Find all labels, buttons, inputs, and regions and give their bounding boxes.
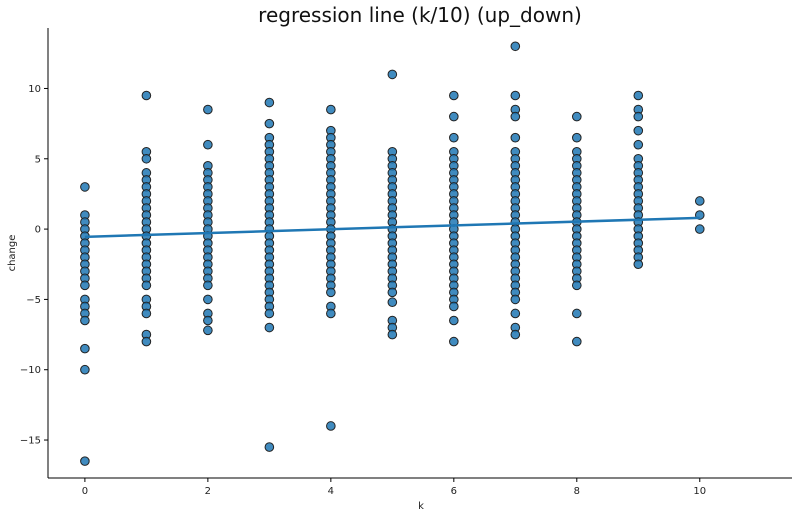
scatter-point (264, 97, 275, 108)
scatter-point (571, 111, 582, 122)
scatter-point (264, 118, 275, 129)
scatter-point (633, 139, 644, 150)
scatter-point (510, 41, 521, 52)
scatter-point (387, 329, 398, 340)
y-tick-label: −10 (20, 365, 41, 376)
scatter-point (203, 294, 213, 305)
scatter-point (203, 139, 213, 150)
scatter-point (510, 308, 521, 319)
scatter-point (449, 301, 459, 312)
scatter-point (387, 287, 398, 298)
scatter-point (141, 308, 152, 319)
scatter-point (326, 104, 336, 115)
scatter-point (633, 125, 644, 136)
scatter-point (326, 308, 336, 319)
scatter-point (264, 322, 275, 333)
scatter-point (571, 308, 582, 319)
scatter-point (387, 297, 398, 308)
scatter-point (80, 343, 90, 354)
x-tick-label: 6 (451, 486, 457, 497)
y-ticks: −15 −10 −5 0 5 10 (20, 84, 48, 447)
scatter-point (141, 153, 152, 164)
scatter-point (80, 182, 90, 192)
scatter-point (203, 104, 213, 115)
scatter-point (449, 132, 459, 143)
scatter-point (510, 90, 521, 101)
scatter-point (141, 336, 152, 347)
scatter-point (571, 280, 582, 291)
scatter-points (80, 41, 705, 466)
scatter-point (326, 287, 336, 298)
regression-line-group (84, 216, 700, 239)
y-tick-label: −15 (20, 436, 41, 447)
scatter-point (449, 336, 459, 347)
scatter-point (203, 325, 213, 336)
scatter-point (80, 280, 90, 291)
chart-title: regression line (k/10) (up_down) (258, 3, 582, 27)
x-tick-label: 10 (693, 486, 706, 497)
scatter-point (326, 421, 336, 431)
scatter-point (449, 315, 459, 326)
x-axis-title: k (418, 501, 424, 512)
scatter-point (510, 111, 521, 122)
scatter-point (510, 132, 521, 143)
scatter-point (141, 90, 152, 101)
scatter-point (80, 456, 90, 466)
scatter-point (510, 329, 521, 340)
y-tick-label: 0 (35, 225, 41, 236)
x-tick-label: 4 (328, 486, 334, 497)
scatter-point (633, 90, 644, 101)
x-ticks: 0 2 4 6 8 10 (82, 478, 706, 497)
y-tick-label: 10 (28, 84, 41, 95)
x-tick-label: 2 (205, 486, 211, 497)
scatter-point (694, 224, 705, 234)
x-tick-label: 0 (82, 486, 88, 497)
scatter-point (633, 111, 644, 122)
scatter-point (80, 315, 90, 326)
scatter-point (141, 280, 152, 291)
y-tick-label: 5 (35, 154, 41, 165)
scatter-point (571, 336, 582, 347)
y-axis-title: change (7, 235, 18, 272)
scatter-point (203, 315, 213, 326)
scatter-point (449, 111, 459, 122)
scatter-point (264, 442, 275, 452)
scatter-point (633, 259, 644, 270)
y-tick-label: −5 (26, 295, 41, 306)
scatter-point (510, 294, 521, 305)
scatter-point (203, 280, 213, 291)
scatter-point (80, 364, 90, 375)
scatter-point (264, 308, 275, 319)
regression-line (84, 216, 700, 239)
scatter-point (387, 69, 398, 80)
scatter-point (449, 90, 459, 101)
scatter-point (694, 196, 705, 206)
x-tick-label: 8 (574, 486, 580, 497)
scatter-point (571, 132, 582, 143)
